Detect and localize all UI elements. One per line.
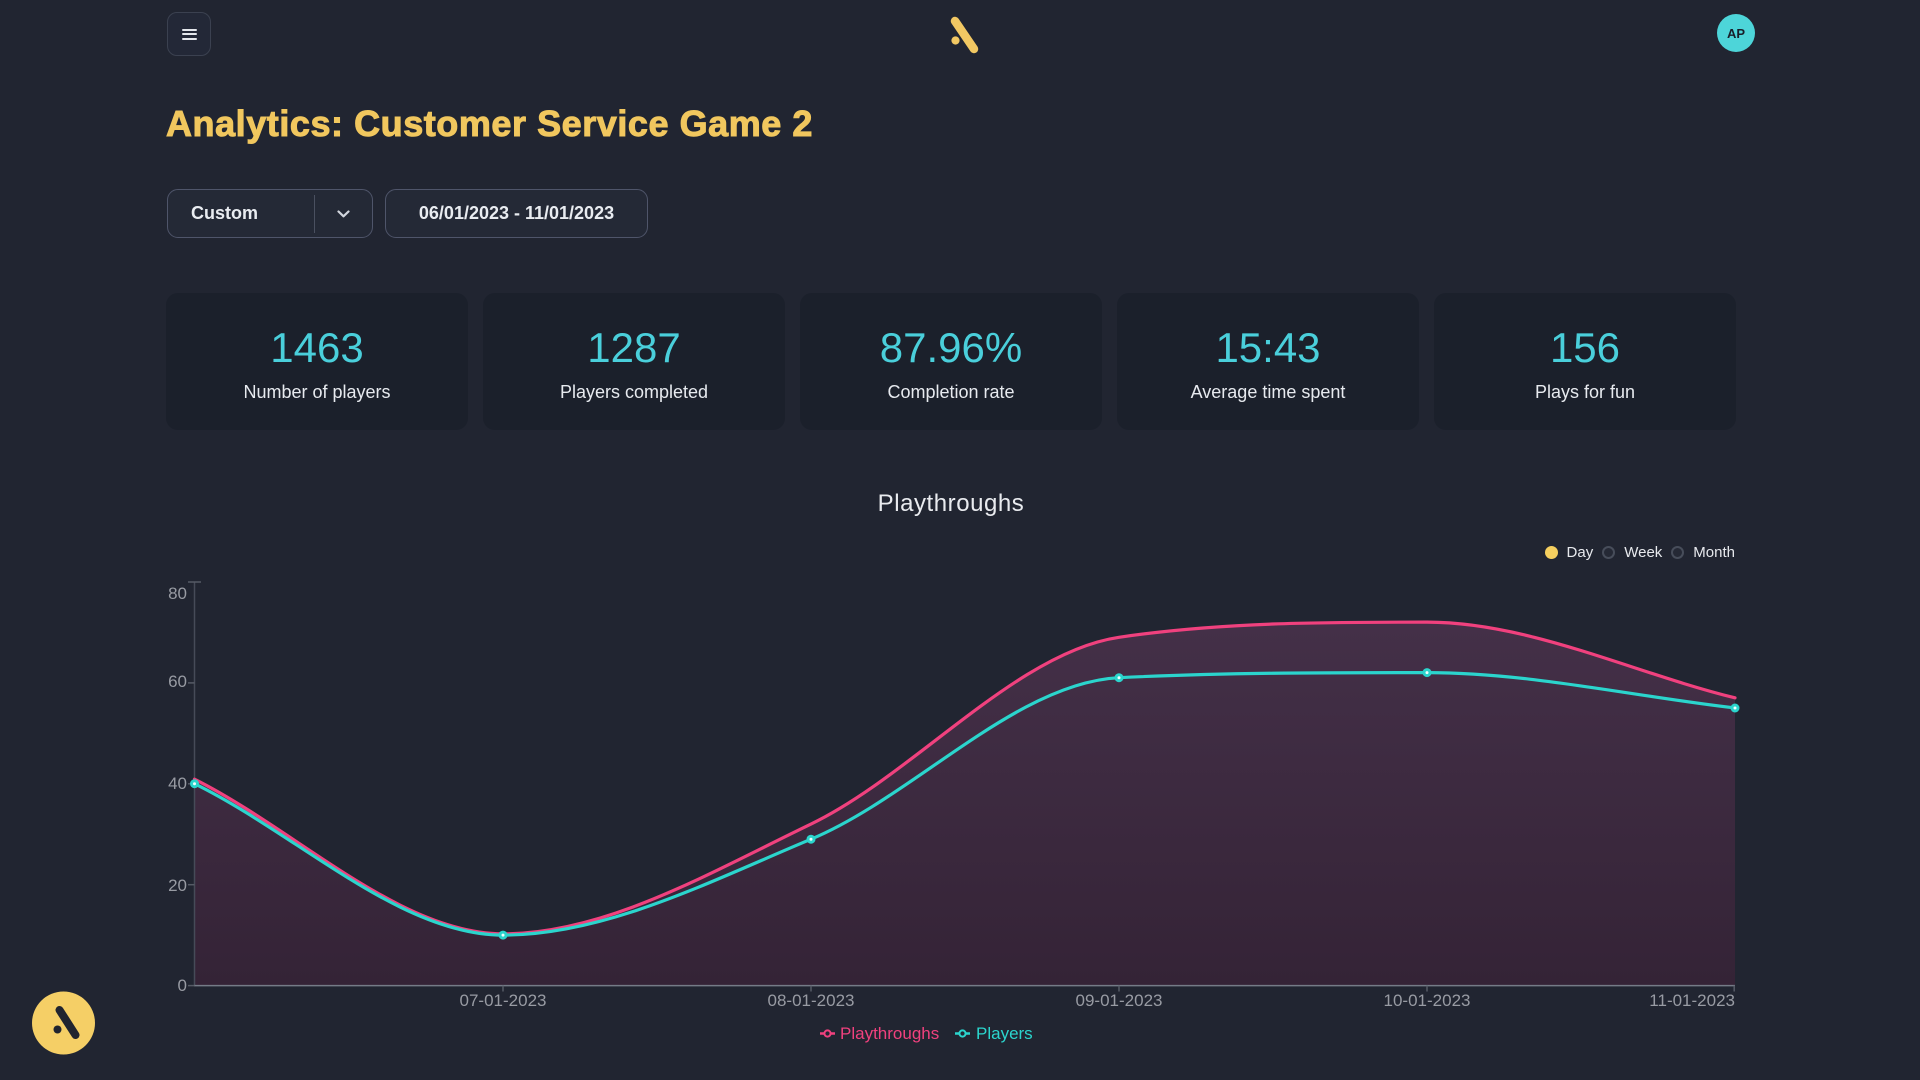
svg-text:80: 80 — [168, 584, 187, 603]
svg-text:Playthroughs: Playthroughs — [840, 1024, 939, 1043]
svg-text:11-01-2023: 11-01-2023 — [1649, 991, 1735, 1010]
svg-text:10-01-2023: 10-01-2023 — [1384, 991, 1471, 1010]
svg-text:Players: Players — [976, 1024, 1033, 1043]
svg-text:40: 40 — [168, 774, 187, 793]
svg-text:09-01-2023: 09-01-2023 — [1076, 991, 1163, 1010]
svg-text:20: 20 — [168, 876, 187, 895]
svg-text:0: 0 — [178, 976, 187, 995]
svg-text:60: 60 — [168, 672, 187, 691]
svg-text:07-01-2023: 07-01-2023 — [460, 991, 547, 1010]
svg-text:08-01-2023: 08-01-2023 — [768, 991, 855, 1010]
